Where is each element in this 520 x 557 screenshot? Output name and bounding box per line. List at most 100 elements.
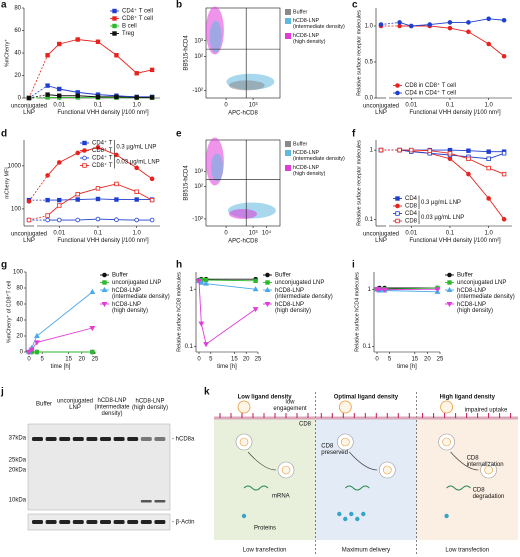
column-bg: [315, 418, 417, 540]
legend-label: unconjugated LNP: [112, 280, 161, 286]
mrna: [344, 485, 370, 491]
x-axis-label: Functional VHH density [/100 nm²]: [57, 110, 149, 116]
legend-marker: [82, 148, 87, 153]
marker: [26, 95, 32, 101]
marker: [114, 197, 119, 202]
legend-label: hCD8-LNP (intermediate density): [293, 18, 345, 30]
blot-band: [154, 500, 166, 503]
y-tick-label: -10²: [192, 217, 203, 223]
x-tick-label: 0: [224, 103, 228, 109]
marker: [28, 347, 35, 353]
y-axis-label: %mCherry⁺ of CD8⁺T cell: [6, 281, 12, 343]
legend-marker: [101, 286, 108, 293]
legend-marker: [82, 140, 87, 146]
y-tick-label: 0.1: [365, 217, 374, 223]
legend-marker: [265, 280, 270, 285]
marker: [466, 20, 471, 25]
series-line: [28, 291, 93, 353]
legend-label: CD4⁺ T: [92, 155, 113, 162]
x-axis-label: time [h]: [51, 364, 71, 370]
legend-label: hCD8-LNP (high density): [112, 302, 148, 314]
legend-label: hCD8-LNP (intermediate density): [112, 288, 170, 300]
y-tick-label: 80: [14, 6, 21, 12]
legend-label: Buffer: [112, 273, 128, 279]
break-connector: [28, 175, 48, 202]
y-tick-label: 100: [11, 206, 22, 212]
legend-label: B cell: [122, 24, 137, 30]
marker: [149, 95, 155, 100]
x-axis-label: Functional VHH density [/100 nm²]: [409, 238, 501, 244]
marker: [466, 156, 471, 161]
marker: [45, 217, 50, 223]
band-label: - β-Actin: [172, 520, 194, 526]
marker: [134, 95, 139, 100]
marker: [376, 287, 383, 293]
marker: [134, 197, 139, 202]
marker: [75, 197, 80, 202]
legend-label: CD4: [405, 196, 418, 202]
legend-label: Buffer: [293, 9, 307, 15]
panel-label: d: [1, 129, 7, 140]
blot-band: [140, 520, 152, 524]
legend-marker: [101, 301, 108, 308]
y-tick-label: 10²: [194, 54, 203, 60]
marker: [114, 94, 119, 100]
marker: [252, 307, 259, 313]
y-tick-label: 60: [16, 302, 23, 308]
break-connector: [28, 85, 48, 99]
y-axis-label: BB515-hCD4: [184, 165, 190, 201]
y-axis-label: Relative surface receptor molecules: [356, 140, 362, 226]
legend-group-label: 0.3 µg/mL LNP: [116, 144, 156, 150]
marker: [486, 16, 491, 22]
x-tick-label: 20: [78, 357, 85, 363]
marker: [427, 22, 433, 27]
marker: [26, 349, 32, 356]
x-tick-label: 25: [437, 357, 444, 363]
legend-swatch: [285, 141, 291, 147]
marker: [95, 39, 101, 44]
blot-band: [140, 500, 152, 503]
break-connector: [28, 94, 48, 99]
x-axis-label: time [h]: [397, 364, 417, 370]
lane-label: Buffer: [36, 402, 52, 408]
legend-label: unconjugated LNP: [275, 280, 324, 286]
marker: [203, 280, 209, 286]
x-tick-label: 1.0: [133, 231, 142, 237]
legend-label: CD8⁺ T: [92, 162, 113, 169]
lnp: [281, 465, 291, 475]
legend-marker: [102, 272, 107, 278]
x-tick-label: 15: [231, 357, 238, 363]
marker: [114, 152, 119, 158]
y-axis-label: Relative surface hCD4 molecules: [354, 272, 360, 352]
lnp: [239, 437, 249, 447]
x-break-label: unconjugated: [363, 232, 399, 238]
panel-label: e: [176, 129, 182, 140]
blot-band: [154, 520, 166, 524]
legend-label: Buffer: [275, 273, 291, 279]
legend-marker: [447, 280, 452, 285]
y-tick-label: 20: [16, 334, 23, 340]
x-break-label: unconjugated: [11, 232, 47, 238]
legend-label: hCD8-LNP (intermediate density): [457, 288, 515, 300]
marker: [45, 173, 50, 178]
lnp: [442, 437, 451, 447]
column-bg: [416, 418, 518, 540]
legend-group-label: 0.03 µg/mL LNP: [421, 215, 464, 221]
note: CD8: [473, 488, 486, 494]
y-tick-label: 0: [20, 350, 24, 356]
x-tick-label: 5: [388, 357, 392, 363]
panel-label: g: [1, 260, 7, 271]
legend-label: hCD8-LNP (high density): [457, 302, 493, 314]
marker: [198, 321, 205, 327]
marker: [75, 150, 81, 156]
x-tick-label: 5: [209, 357, 213, 363]
blot-band: [32, 437, 43, 441]
marker: [95, 145, 101, 150]
legend-label: hCD8-LNP (high density): [293, 33, 326, 45]
x-tick-label: 1.0: [485, 231, 494, 237]
marker: [95, 216, 101, 222]
note: CD8: [467, 456, 480, 462]
legend-label: hCD8-LNP (high density): [275, 302, 311, 314]
marker: [378, 147, 384, 153]
